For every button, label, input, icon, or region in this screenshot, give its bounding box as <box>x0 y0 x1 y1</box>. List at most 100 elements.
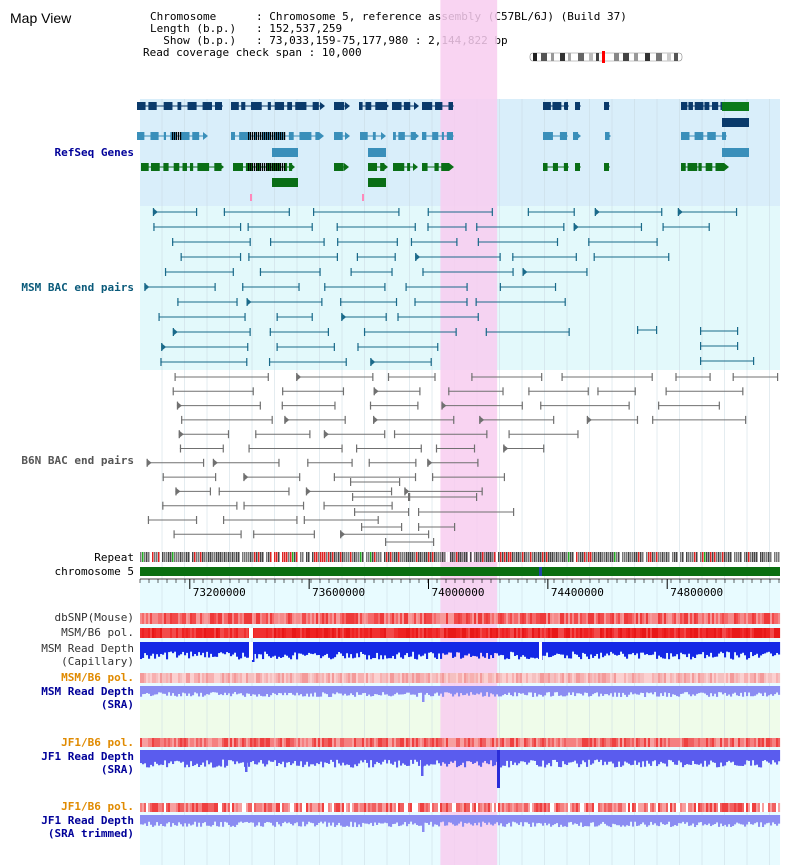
msm-b6-pol-cell <box>316 628 319 638</box>
msm-b6-pol-cell <box>320 628 323 638</box>
msm-depth-capillary-bar <box>156 642 159 655</box>
dbsnp-heat-cell <box>376 613 379 624</box>
jf1-depth-trim-bar <box>768 815 771 823</box>
refseq-gene-exon <box>197 163 210 171</box>
repeat-feature <box>602 552 604 562</box>
jf1-b6-pol-trim-cell <box>142 803 145 812</box>
repeat-feature <box>152 552 154 562</box>
msm-b6-pol-sra-cell <box>754 673 757 683</box>
msm-b6-pol-cell <box>668 628 671 638</box>
msm-depth-capillary-bar <box>528 642 531 660</box>
jf1-depth-trim-bar <box>546 815 549 826</box>
msm-b6-pol-sra-cell <box>770 673 773 683</box>
jf1-b6-pol-trim-cell <box>430 803 433 812</box>
repeat-feature <box>772 552 774 562</box>
msm-b6-pol-sra-cell <box>596 673 599 683</box>
jf1-depth-trim-bar <box>384 815 387 823</box>
b6n-bac-end <box>414 473 417 482</box>
msm-b6-pol-cell <box>584 628 587 638</box>
jf1-b6-pol-cell <box>210 738 213 747</box>
jf1-b6-pol-trim-cell <box>632 803 635 812</box>
msm-b6-pol-cell <box>330 628 333 638</box>
jf1-b6-pol-cell <box>294 738 297 747</box>
msm-bac-track-label[interactable]: MSM BAC end pairs <box>21 281 134 294</box>
jf1-depth-sra-bar <box>166 750 169 768</box>
msm-b6-pol-cell <box>424 628 427 638</box>
msm-depth-sra-bar <box>754 686 757 696</box>
msm-b6-pol-cell <box>568 628 571 638</box>
jf1-depth-trim-bar <box>520 815 523 823</box>
msm-bac-end <box>527 208 529 216</box>
msm-depth-capillary-bar <box>442 642 445 654</box>
msm-depth-capillary-bar <box>246 642 249 658</box>
msm-b6-pol-cell <box>348 628 351 638</box>
jf1-depth-sra-bar <box>406 750 409 766</box>
dbsnp-heat-cell <box>366 613 369 624</box>
jf1-depth-sra-bar <box>336 750 339 760</box>
msm-depth-capillary-bar <box>732 642 735 660</box>
dbsnp-heat-cell <box>468 613 471 624</box>
dbsnp-heat-cell <box>750 613 753 624</box>
repeat-feature <box>228 552 230 562</box>
repeat-feature <box>774 552 776 562</box>
repeat-feature <box>172 552 174 562</box>
repeat-feature <box>696 552 698 562</box>
dbsnp-heat-cell <box>684 613 687 624</box>
repeat-feature <box>420 552 422 562</box>
dbsnp-heat-cell <box>706 613 709 624</box>
msm-b6-pol-cell <box>654 628 657 638</box>
refseq-gene-strand-arrow <box>576 102 581 110</box>
b6n-bac-end <box>541 373 543 381</box>
jf1-depth-sra-bar <box>342 750 345 763</box>
b6n-bac-end-arrow <box>441 401 447 410</box>
repeat-feature <box>508 552 510 562</box>
jf1-b6-pol-trim-cell <box>264 803 267 812</box>
repeat-feature <box>612 552 614 562</box>
dbsnp-heat-cell <box>696 613 699 624</box>
repeat-feature <box>180 552 182 562</box>
repeat-feature <box>406 552 408 562</box>
jf1-b6-pol-cell <box>194 738 197 747</box>
repeat-feature <box>682 552 684 562</box>
msm-depth-capillary-bar <box>484 642 487 658</box>
msm-depth-sra-bar <box>242 686 245 696</box>
jf1-depth-trim-bar <box>676 815 679 826</box>
repeat-feature <box>352 552 354 562</box>
repeat-feature <box>598 552 600 562</box>
msm-depth-capillary-bar <box>570 642 573 659</box>
b6n-bac-end <box>303 516 305 524</box>
jf1-depth-trim-bar <box>316 815 319 825</box>
msm-depth-sra-bar <box>688 686 691 695</box>
msm-depth-capillary-bar <box>426 642 429 659</box>
msm-b6-pol-cell <box>716 628 719 638</box>
jf1-b6-pol-cell <box>642 738 645 747</box>
msm-b6-pol-sra-cell <box>508 673 511 683</box>
jf1-b6-pol-trim-cell <box>724 803 727 812</box>
jf1-depth-sra-bar <box>704 750 707 761</box>
msm-depth-capillary-bar <box>488 642 491 659</box>
msm-depth-capillary-bar <box>450 642 453 653</box>
msm-depth-sra-bar <box>394 686 397 695</box>
msm-depth-sra-bar <box>386 686 389 695</box>
msm-b6-pol-cell <box>680 628 683 638</box>
repeat-feature <box>178 552 180 562</box>
msm-depth-sra-bar <box>646 686 649 693</box>
repeat-feature <box>494 552 496 562</box>
jf1-depth-sra-bar <box>144 750 147 764</box>
refseq-gene-strand-arrow <box>290 163 295 171</box>
repeat-feature <box>712 552 714 562</box>
refseq-track-label[interactable]: RefSeq Genes <box>54 146 134 159</box>
jf1-b6-pol-cell <box>156 738 159 747</box>
b6n-bac-end <box>658 401 660 410</box>
msm-depth-sra-bar <box>344 686 347 694</box>
jf1-depth-trim-bar <box>232 815 235 826</box>
msm-depth-capillary-bar <box>674 642 677 657</box>
repeat-feature <box>488 552 490 562</box>
msm-depth-capillary-bar <box>336 642 339 655</box>
b6n-bac-track-label[interactable]: B6N BAC end pairs <box>21 454 134 467</box>
refseq-gene-exon <box>274 102 285 110</box>
repeat-feature <box>490 552 492 562</box>
jf1-b6-pol-cell <box>168 738 171 747</box>
msm-b6-pol-cell <box>306 628 309 638</box>
